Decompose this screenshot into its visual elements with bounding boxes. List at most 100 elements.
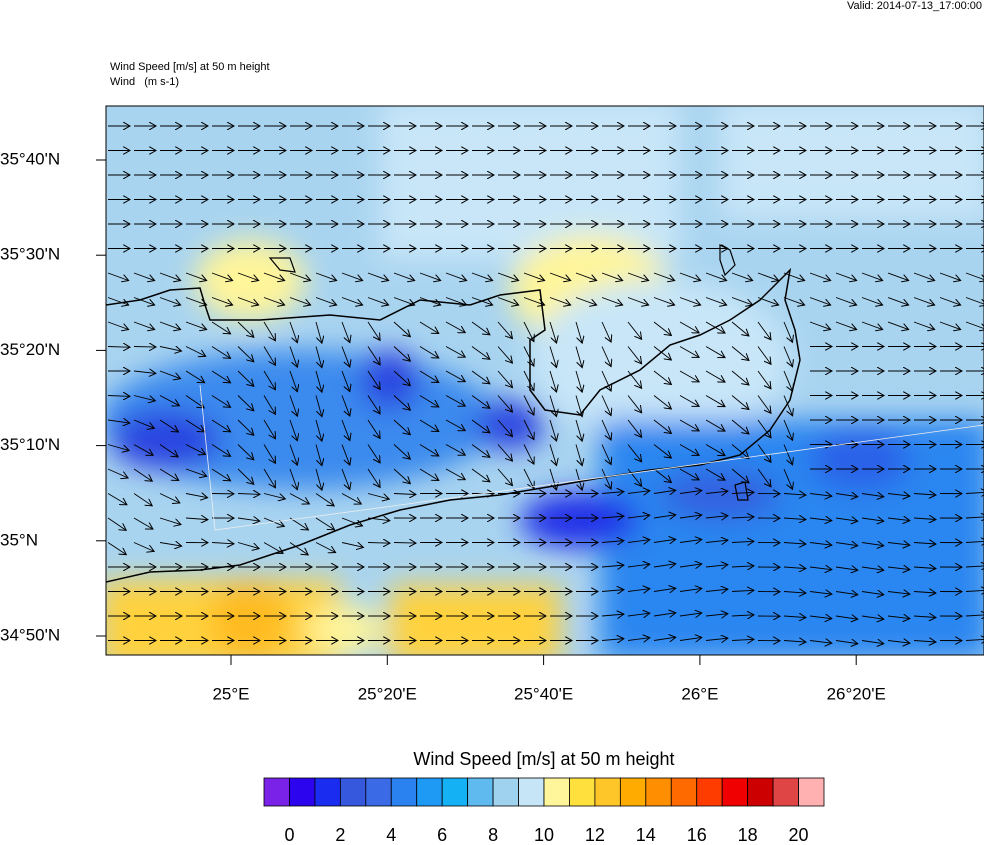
wind-arrow — [497, 419, 512, 437]
wind-arrow — [263, 493, 285, 499]
wind-arrow — [419, 321, 439, 333]
wind-arrow — [783, 518, 806, 520]
wind-arrow — [965, 492, 984, 493]
wind-arrow — [783, 346, 793, 367]
colorbar-swatch — [518, 777, 545, 807]
wind-arrow — [367, 444, 380, 463]
wind-arrow — [861, 494, 884, 497]
wind-arrow — [263, 272, 285, 281]
colorbar-label: 6 — [437, 825, 447, 845]
wind-arrow — [809, 297, 831, 306]
wind-arrow — [263, 321, 275, 341]
wind-arrow — [627, 564, 650, 567]
wind-arrow — [653, 346, 671, 360]
wind-arrow — [445, 444, 465, 456]
wind-arrow — [367, 272, 389, 281]
y-tick-label: 34°50'N — [0, 625, 60, 644]
wind-arrow — [679, 272, 701, 281]
wind-arrow — [289, 346, 297, 368]
wind-arrow — [731, 492, 754, 493]
wind-arrow — [419, 419, 439, 431]
wind-arrow — [237, 272, 259, 281]
wind-arrow — [627, 444, 642, 462]
wind-arrow — [679, 395, 699, 407]
wind-arrow — [315, 297, 337, 306]
wind-arrow — [783, 321, 793, 342]
wind-arrow — [497, 370, 512, 388]
wind-arrow — [185, 468, 207, 476]
wind-arrow — [653, 370, 671, 384]
wind-arrow — [601, 516, 624, 518]
wind-arrow — [185, 395, 204, 408]
wind-arrow — [965, 615, 984, 616]
wind-arrow — [211, 370, 231, 383]
colorbar-label: 0 — [284, 825, 294, 845]
wind-arrow — [497, 321, 512, 339]
wind-arrow — [731, 566, 754, 567]
wind-arrow — [705, 272, 727, 281]
wind-arrow — [393, 395, 410, 411]
wind-arrow — [861, 297, 883, 306]
wind-arrow — [835, 616, 858, 619]
wind-arrow — [133, 444, 153, 456]
wind-arrow — [289, 493, 309, 504]
wind-arrow — [341, 468, 350, 490]
wind-arrow — [185, 419, 205, 432]
wind-arrow — [263, 419, 275, 439]
wind-arrow — [419, 444, 439, 456]
wind-arrow — [159, 272, 181, 281]
wind-arrow — [263, 444, 275, 464]
wind-arrow — [107, 468, 128, 478]
wind-arrow — [315, 493, 334, 506]
wind-arrow — [731, 444, 749, 459]
wind-arrow — [965, 517, 984, 518]
wind-arrow — [289, 468, 297, 490]
wind-arrow — [185, 346, 206, 357]
wind-arrow — [133, 297, 155, 306]
wind-arrow — [731, 517, 754, 518]
wind-arrow — [549, 321, 557, 343]
valid-time: Valid: 2014-07-13_17:00:00 — [847, 0, 982, 12]
wind-arrow — [211, 468, 231, 481]
wind-arrow — [497, 297, 519, 306]
wind-arrow — [653, 419, 671, 433]
wind-arrow — [887, 616, 910, 619]
x-tick-label: 25°E — [212, 684, 249, 703]
wind-arrow — [237, 346, 254, 362]
wind-arrow — [445, 321, 465, 333]
y-tick-label: 35°40'N — [0, 149, 60, 168]
wind-arrow — [809, 272, 831, 281]
wind-arrow — [289, 297, 311, 306]
wind-arrow — [913, 592, 936, 594]
wind-arrow — [549, 370, 557, 392]
wind-arrow — [341, 444, 350, 466]
wind-arrow — [809, 494, 832, 497]
wind-arrow — [523, 444, 534, 465]
wind-arrow — [211, 321, 231, 334]
wind-arrow — [731, 419, 749, 434]
x-tick-label: 25°40'E — [514, 684, 573, 703]
wind-arrow — [263, 468, 275, 488]
colorbar-swatch — [696, 777, 723, 807]
wind-arrow — [497, 468, 512, 486]
wind-arrow — [809, 518, 832, 521]
wind-arrow — [627, 613, 650, 616]
wind-arrow — [601, 370, 611, 391]
wind-arrow — [471, 444, 490, 458]
wind-arrow — [315, 468, 322, 490]
wind-arrow — [861, 567, 884, 570]
wind-arrow — [705, 297, 727, 306]
wind-arrow — [367, 395, 380, 414]
wind-arrow — [679, 539, 702, 542]
wind-arrow — [705, 346, 725, 358]
wind-arrow — [731, 395, 749, 410]
wind-arrow — [211, 444, 231, 457]
wind-arrow — [835, 543, 858, 546]
wind-arrow — [913, 272, 935, 281]
wind-arrow — [757, 395, 771, 414]
wind-arrow — [757, 468, 771, 487]
wind-arrow — [627, 515, 650, 518]
wind-arrow — [575, 321, 582, 343]
wind-arrow — [237, 494, 260, 495]
wind-arrow — [133, 493, 152, 506]
